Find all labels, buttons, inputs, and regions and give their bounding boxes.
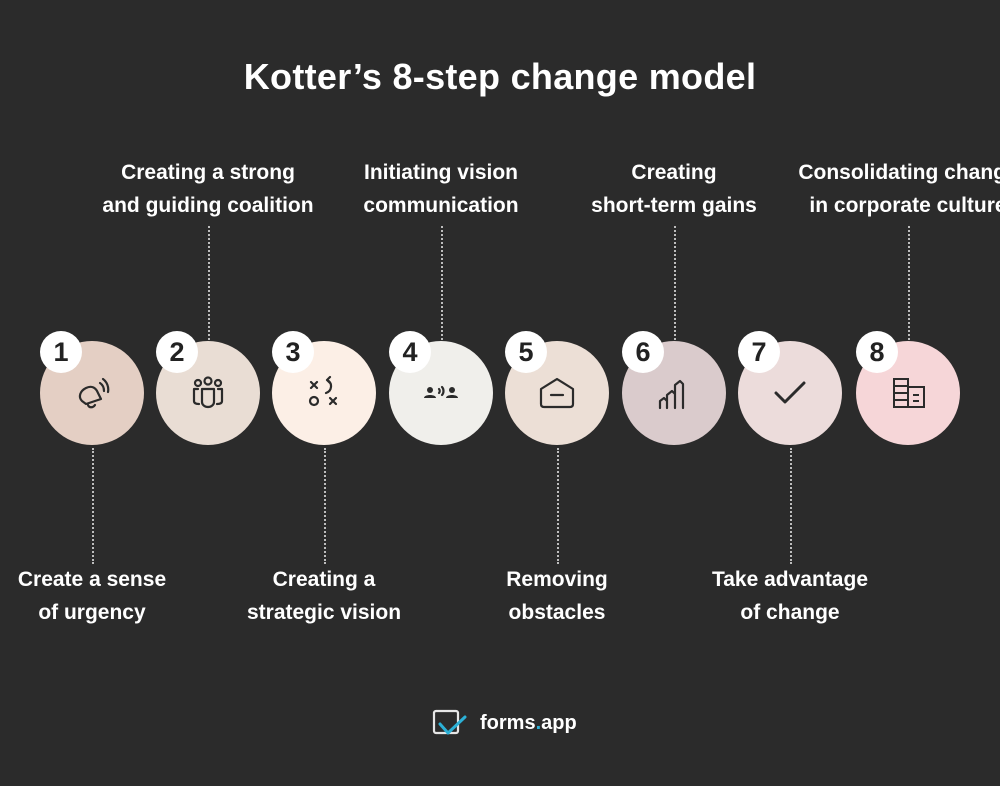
step-label-line: Removing bbox=[506, 568, 608, 591]
step-label-line: Create a sense bbox=[17, 568, 167, 591]
forms-app-logo: forms.app bbox=[432, 708, 577, 738]
step-number-badge: 7 bbox=[738, 331, 780, 373]
step-number-badge: 1 bbox=[40, 331, 82, 373]
bell-ringing-icon bbox=[78, 377, 110, 409]
step-label-line: short-term gains bbox=[591, 194, 757, 217]
step-label-line: Creating a strong bbox=[121, 161, 295, 184]
dotted-connector bbox=[208, 226, 210, 340]
growth-chart-icon bbox=[658, 379, 685, 410]
step-label-line: of urgency bbox=[38, 601, 146, 624]
step-label-line: obstacles bbox=[508, 601, 606, 624]
step-label-line: and guiding coalition bbox=[102, 194, 314, 217]
logo-text: forms.app bbox=[480, 711, 577, 734]
step-label: Creating short-term gains bbox=[564, 156, 784, 222]
step-number-badge: 8 bbox=[856, 331, 898, 373]
step-label-line: Creating a bbox=[272, 568, 376, 591]
step-label: Create a sense of urgency bbox=[0, 563, 202, 629]
step-number-badge: 5 bbox=[505, 331, 547, 373]
step-label: Creating a strategic vision bbox=[214, 563, 434, 629]
step-label: Removing obstacles bbox=[447, 563, 667, 629]
step-label: Take advantage of change bbox=[680, 563, 900, 629]
logo-icon bbox=[432, 709, 467, 735]
dotted-connector bbox=[92, 448, 94, 564]
step-label-line: strategic vision bbox=[246, 601, 402, 624]
home-minus-icon bbox=[539, 377, 575, 409]
step-label: Consolidating change in corporate culture bbox=[798, 156, 1000, 222]
step-label: Initiating vision communication bbox=[331, 156, 551, 222]
step-number-badge: 3 bbox=[272, 331, 314, 373]
dotted-connector bbox=[908, 226, 910, 340]
step-label-line: in corporate culture bbox=[809, 194, 1000, 217]
dotted-connector bbox=[324, 448, 326, 564]
strategy-icon bbox=[308, 375, 338, 407]
step-label-line: communication bbox=[363, 194, 519, 217]
step-label-line: Take advantage bbox=[711, 568, 868, 591]
communication-icon bbox=[424, 385, 458, 398]
step-label-line: Consolidating change bbox=[798, 161, 1000, 184]
page-title: Kotter’s 8-step change model bbox=[243, 56, 757, 97]
step-label-line: Initiating vision bbox=[363, 161, 518, 184]
step-number-badge: 6 bbox=[622, 331, 664, 373]
dotted-connector bbox=[790, 448, 792, 564]
dotted-connector bbox=[557, 448, 559, 564]
step-label-line: Creating bbox=[631, 161, 717, 184]
step-number-badge: 4 bbox=[389, 331, 431, 373]
step-label: Creating a strong and guiding coalition bbox=[98, 156, 318, 222]
checkmark-icon bbox=[774, 381, 806, 404]
dotted-connector bbox=[441, 226, 443, 340]
dotted-connector bbox=[674, 226, 676, 340]
step-circle bbox=[156, 341, 260, 445]
team-icon bbox=[192, 376, 224, 409]
building-icon bbox=[893, 378, 925, 408]
step-number-badge: 2 bbox=[156, 331, 198, 373]
step-label-line: of change bbox=[740, 601, 840, 624]
